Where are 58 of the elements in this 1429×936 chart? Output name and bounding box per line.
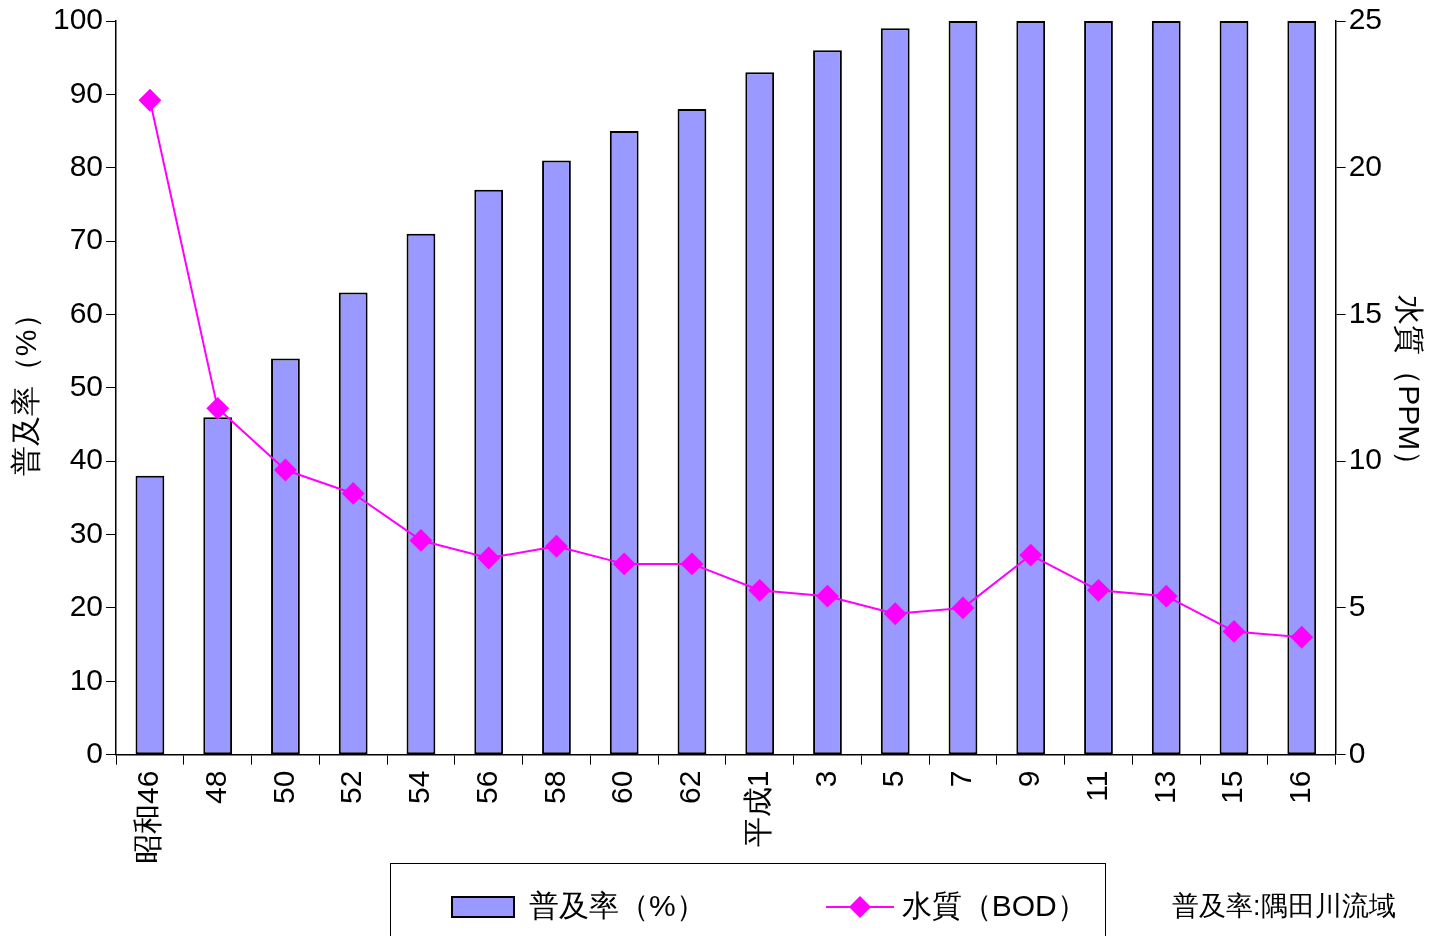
point [748,579,771,602]
y-tick-label: 20 [69,589,104,623]
x-tick-label: 58 [537,770,571,805]
legend-label: 普及率（%） [529,888,706,924]
point [477,547,500,570]
y2-tick-label: 25 [1348,2,1383,36]
x-tick-label: 54 [402,770,436,805]
x-tick-label: 11 [1079,770,1113,802]
y2-tick-label: 5 [1348,589,1366,623]
y-tick-label: 80 [69,148,104,182]
point [951,596,974,619]
point [1155,585,1178,608]
x-tick-label: 60 [605,770,639,805]
point [409,529,432,552]
legend-label: 水質（BOD） [901,888,1087,924]
y-tick-label: 70 [69,222,104,256]
text: 普及率:隅田川流域 [1172,890,1396,923]
x-tick-label: 7 [944,770,978,788]
x-tick-label: 16 [1283,770,1317,805]
y2-tick-label: 20 [1348,148,1383,182]
point [545,535,568,558]
point [1223,620,1245,643]
x-tick-label: 15 [1215,770,1249,805]
y-tick-label: 40 [69,442,104,476]
y-tick-label: 0 [86,735,104,769]
y-tick-label: 10 [69,662,104,696]
x-tick-label: 48 [198,770,232,805]
point [138,89,161,112]
y-tick-label: 60 [69,295,104,329]
x-tick-label: 62 [673,770,707,805]
y-tick-label: 90 [69,75,104,109]
y-tick-label: 100 [52,2,104,36]
y-axis-title: 普及率（%） [9,299,43,477]
x-tick-label: 平成1 [740,770,774,848]
y2-axis-title: 水質（PPM） [1392,295,1426,481]
point [342,482,365,505]
x-tick-label: 13 [1147,770,1181,805]
x-tick-label: 3 [808,770,842,788]
x-tick-label: 56 [469,770,503,805]
point [613,552,636,575]
point [206,397,229,420]
x-tick-label: 9 [1012,770,1045,788]
point [274,458,297,481]
point [816,585,839,608]
x-tick-label: 5 [876,770,910,788]
point [680,552,703,575]
point [1290,626,1313,649]
x-tick-label: 昭和46 [131,770,165,865]
x-tick-label: 52 [334,770,368,805]
y2-tick-label: 15 [1348,295,1383,329]
point [884,602,907,625]
y-tick-label: 30 [69,515,104,549]
y2-tick-label: 10 [1348,442,1383,476]
point [1019,544,1042,567]
y-tick-label: 50 [69,369,104,403]
x-tick-label: 50 [266,770,300,805]
y2-tick-label: 0 [1348,735,1366,769]
point [1087,579,1110,602]
